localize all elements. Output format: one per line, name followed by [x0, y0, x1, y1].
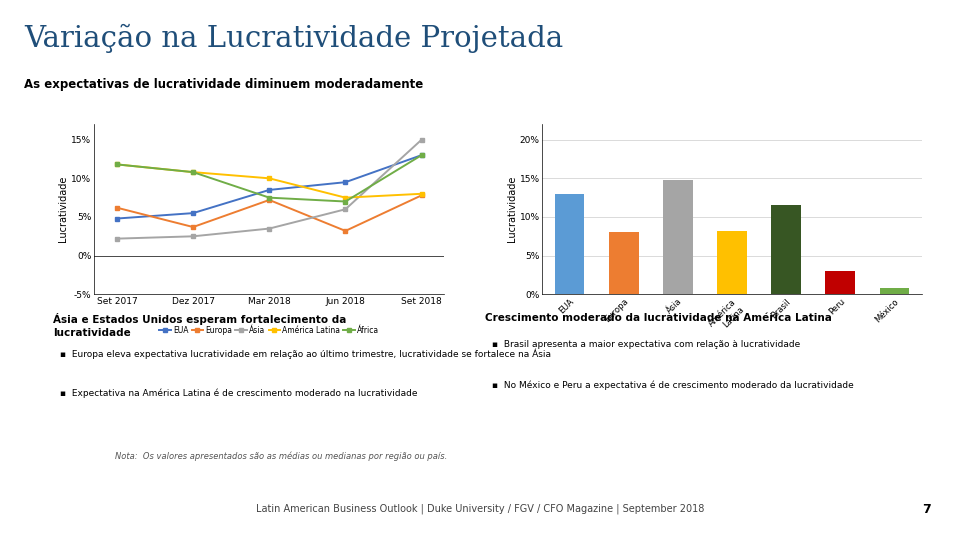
América Latina	[263, 175, 275, 181]
Europa	[340, 228, 351, 234]
Line: África: África	[114, 153, 424, 204]
EUA	[187, 210, 199, 217]
América Latina	[111, 161, 123, 167]
Bar	[609, 232, 638, 294]
África	[340, 198, 351, 205]
Line: Asia: Asia	[114, 137, 424, 241]
Y-axis label: Lucratividade: Lucratividade	[507, 176, 516, 242]
Europa	[263, 197, 275, 203]
Text: Variação na Lucratividade Projetada: Variação na Lucratividade Projetada	[24, 24, 564, 53]
Text: ▪  Expectativa na América Latina é de crescimento moderado na lucratividade: ▪ Expectativa na América Latina é de cre…	[60, 389, 417, 399]
Text: ▪  Brasil apresenta a maior expectativa com relação à lucratividade: ▪ Brasil apresenta a maior expectativa c…	[492, 340, 800, 349]
África	[263, 194, 275, 201]
Bar	[771, 205, 801, 294]
Asia	[111, 235, 123, 242]
Line: EUA: EUA	[114, 153, 424, 221]
Text: Crescimento moderado da lucratividade na América Latina: Crescimento moderado da lucratividade na…	[485, 313, 831, 323]
África	[416, 152, 427, 158]
Line: Europa: Europa	[114, 193, 424, 233]
Text: ▪  Europa eleva expectativa lucratividade em relação ao último trimestre, lucrat: ▪ Europa eleva expectativa lucratividade…	[60, 348, 550, 359]
América Latina	[340, 194, 351, 201]
Bar	[717, 231, 747, 294]
EUA	[263, 187, 275, 193]
América Latina	[187, 169, 199, 176]
Text: Panorama de Setembro de 2018: Panorama de Setembro de 2018	[590, 102, 830, 115]
Text: ▪  No México e Peru a expectativa é de crescimento moderado da lucratividade: ▪ No México e Peru a expectativa é de cr…	[492, 381, 853, 390]
Text: Tendências Globais: Tendências Globais	[180, 102, 324, 115]
Bar	[555, 194, 585, 294]
Text: FUQUA: FUQUA	[28, 517, 63, 526]
Y-axis label: Lucratividade: Lucratividade	[59, 176, 68, 242]
Text: Ásia e Estados Unidos esperam fortalecimento da
lucratividade: Ásia e Estados Unidos esperam fortalecim…	[53, 313, 347, 339]
Asia	[263, 225, 275, 232]
Bar	[826, 271, 855, 294]
Bar	[663, 180, 693, 294]
Asia	[416, 137, 427, 143]
Text: 7: 7	[922, 503, 931, 516]
África	[111, 161, 123, 167]
América Latina	[416, 191, 427, 197]
Legend: EUA, Europa, Ásia, América Latina, África: EUA, Europa, Ásia, América Latina, Áfric…	[156, 323, 382, 338]
Europa	[416, 192, 427, 199]
Text: Nota:  Os valores apresentados são as médias ou medianas por região ou país.: Nota: Os valores apresentados são as méd…	[115, 452, 447, 462]
EUA	[416, 152, 427, 158]
Line: América Latina: América Latina	[114, 162, 424, 200]
Text: As expectativas de lucratividade diminuem moderadamente: As expectativas de lucratividade diminue…	[24, 78, 423, 91]
Text: DUKE: DUKE	[29, 496, 62, 507]
Asia	[340, 206, 351, 212]
Bar	[879, 288, 909, 294]
EUA	[111, 215, 123, 222]
EUA	[340, 179, 351, 185]
Asia	[187, 233, 199, 240]
Text: Latin American Business Outlook | Duke University / FGV / CFO Magazine | Septemb: Latin American Business Outlook | Duke U…	[255, 504, 705, 515]
Europa	[111, 205, 123, 211]
Europa	[187, 224, 199, 230]
África	[187, 169, 199, 176]
